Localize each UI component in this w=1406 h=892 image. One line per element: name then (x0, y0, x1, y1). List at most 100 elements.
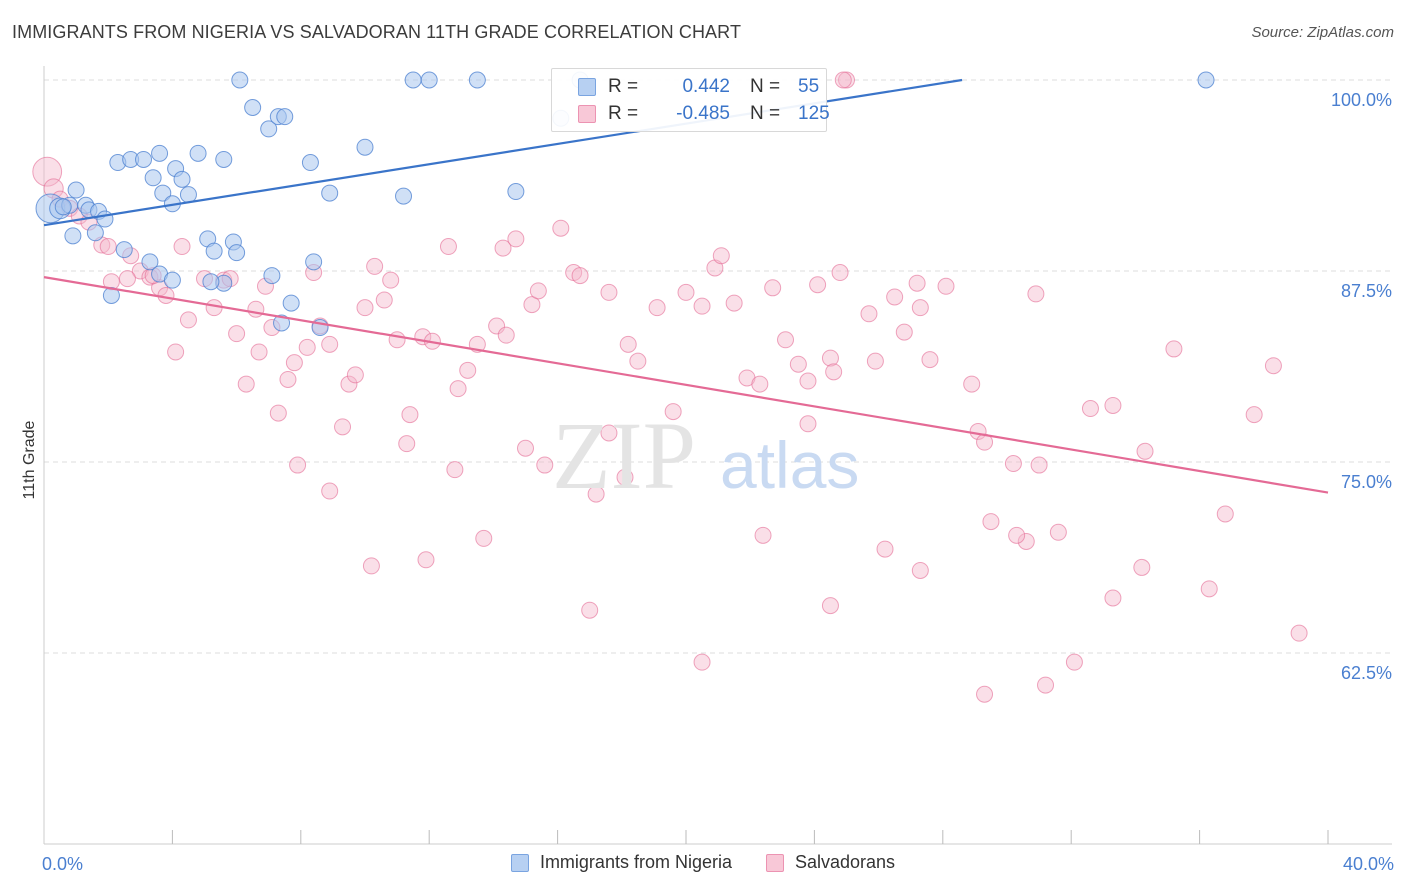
legend-item-salvadorans[interactable]: Salvadorans (765, 852, 895, 873)
salvadoran-point (754, 526, 772, 544)
salvadoran-point (346, 366, 364, 384)
salvadoran-point (459, 361, 477, 379)
salvadoran-point (157, 286, 175, 304)
nigeria-point (144, 169, 162, 187)
nigeria-point (215, 150, 233, 168)
salvadoran-point (886, 288, 904, 306)
salvadoran-point (799, 415, 817, 433)
nigeria-points (35, 71, 1215, 337)
salvadoran-point (911, 299, 929, 317)
salvadoran-point (99, 238, 117, 256)
nigeria-point (67, 181, 85, 199)
nigeria-point (231, 71, 249, 89)
nigeria-point (273, 314, 291, 332)
salvadoran-point (321, 335, 339, 353)
r-label: R = (608, 103, 639, 124)
nigeria-point (468, 71, 486, 89)
r-value: -0.485 (676, 103, 730, 124)
salvadoran-point (1104, 589, 1122, 607)
salvadoran-point (1065, 653, 1083, 671)
y-tick-label: 75.0% (1341, 472, 1392, 492)
salvadoran-point (173, 238, 191, 256)
chart-title: IMMIGRANTS FROM NIGERIA VS SALVADORAN 11… (12, 22, 742, 42)
salvadoran-point (629, 352, 647, 370)
salvadoran-point (552, 219, 570, 237)
salvadoran-point (398, 435, 416, 453)
source-label: Source: ZipAtlas.com (1251, 24, 1394, 41)
salvadoran-point (118, 270, 136, 288)
salvadoran-point (664, 403, 682, 421)
salvadoran-point (1264, 357, 1282, 375)
salvadoran-point (228, 325, 246, 343)
nigeria-point (228, 244, 246, 262)
salvadoran-point (517, 439, 534, 457)
nigeria-point (1197, 71, 1215, 89)
nigeria-point (54, 198, 72, 216)
n-label: N = (750, 103, 781, 124)
salvadoran-point (911, 561, 929, 579)
r-label: R = (608, 76, 639, 97)
salvadoran-point (789, 355, 807, 373)
salvadoran-point (1027, 285, 1045, 303)
salvadoran-point (976, 685, 994, 703)
salvadoran-point (497, 326, 515, 344)
nigeria-point (163, 271, 181, 289)
salvadoran-point (250, 343, 268, 361)
salvadoran-point (507, 230, 525, 248)
salvadoran-point (600, 424, 618, 442)
salvadoran-point (494, 239, 512, 257)
salvadoran-point (375, 291, 393, 309)
nigeria-point (154, 184, 172, 202)
salvadoran-point (600, 283, 618, 301)
nigeria-point (282, 294, 300, 312)
y-tick-label: 62.5% (1341, 663, 1392, 683)
salvadoran-point (439, 238, 457, 256)
salvadoran-point (1165, 340, 1183, 358)
nigeria-point (305, 253, 323, 271)
legend-label-nigeria: Immigrants from Nigeria (539, 852, 732, 872)
salvadoran-point (648, 299, 666, 317)
salvadoran-point (809, 276, 827, 294)
salvadoran-point (529, 282, 547, 300)
legend-swatch-salvadorans (765, 853, 784, 872)
nigeria-point (115, 241, 133, 259)
axes (43, 66, 1392, 845)
salvadoran-point (799, 372, 817, 390)
salvadoran-point (764, 279, 782, 297)
legend-item-nigeria[interactable]: Immigrants from Nigeria (510, 852, 732, 873)
nigeria-point (151, 144, 169, 162)
salvadoran-point (1081, 400, 1099, 418)
salvadoran-point (523, 296, 541, 314)
salvadoran-point (937, 277, 955, 295)
salvadoran-point (446, 461, 464, 479)
salvadoran-point (1133, 558, 1151, 576)
chart-legend: Immigrants from Nigeria Salvadorans (0, 852, 1406, 873)
salvadoran-point (247, 300, 265, 318)
salvadoran-point (921, 351, 939, 369)
salvadoran-point (1245, 406, 1263, 424)
nigeria-point (420, 71, 438, 89)
salvadoran-point (712, 247, 730, 265)
salvadoran-point (289, 456, 307, 474)
salvadoran-point (1004, 455, 1022, 473)
salvadoran-point (908, 274, 926, 292)
salvadoran-point (366, 257, 384, 275)
salvadoran-point (167, 343, 185, 361)
nigeria-point (179, 186, 197, 204)
salvadoran-point (693, 653, 711, 671)
correlation-stats-box: R = 0.442 N = 55 R = -0.485 N = 125 (551, 68, 830, 132)
nigeria-point (189, 144, 207, 162)
salvadoran-point (340, 375, 358, 393)
salvadoran-point (449, 380, 467, 398)
salvadoran-point (866, 352, 884, 370)
salvadoran-point (821, 597, 839, 615)
salvadoran-point (831, 264, 849, 282)
salvadorans-swatch (578, 105, 596, 123)
salvadoran-point (876, 540, 894, 558)
salvadoran-trend-line (43, 276, 1329, 494)
stat-row-nigeria: R = 0.442 N = 55 (552, 74, 838, 100)
salvadoran-point (571, 267, 589, 285)
nigeria-point (64, 227, 82, 245)
nigeria-point (321, 184, 339, 202)
salvadoran-point (895, 323, 913, 341)
